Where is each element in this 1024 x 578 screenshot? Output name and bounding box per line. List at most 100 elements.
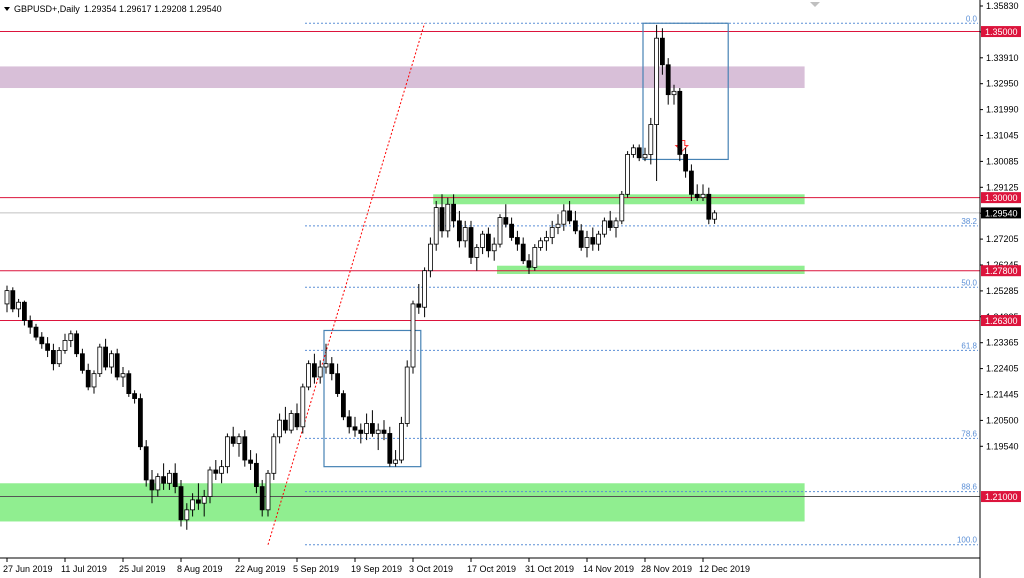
- candle[interactable]: [120, 367, 126, 387]
- candle[interactable]: [172, 463, 178, 494]
- candle[interactable]: [410, 300, 416, 374]
- candle[interactable]: [10, 287, 16, 313]
- candle[interactable]: [300, 383, 306, 434]
- candle[interactable]: [27, 315, 33, 334]
- candle[interactable]: [317, 360, 323, 384]
- candle[interactable]: [590, 227, 596, 251]
- candle[interactable]: [642, 147, 648, 162]
- candle[interactable]: [248, 450, 254, 470]
- candle[interactable]: [178, 479, 184, 527]
- candle[interactable]: [51, 343, 56, 371]
- candle[interactable]: [190, 493, 196, 517]
- candle[interactable]: [364, 413, 370, 441]
- candles-layer[interactable]: [4, 24, 717, 530]
- candle[interactable]: [62, 333, 68, 354]
- candle[interactable]: [671, 84, 677, 105]
- candle[interactable]: [683, 147, 688, 178]
- candle[interactable]: [166, 469, 172, 490]
- candle[interactable]: [596, 230, 601, 251]
- candle[interactable]: [114, 348, 120, 381]
- candle[interactable]: [369, 410, 375, 437]
- candle[interactable]: [497, 214, 503, 248]
- candle[interactable]: [509, 217, 515, 241]
- candle[interactable]: [253, 453, 259, 494]
- candle[interactable]: [555, 214, 561, 235]
- candle[interactable]: [404, 360, 410, 427]
- candle[interactable]: [161, 463, 167, 490]
- candle[interactable]: [602, 217, 607, 238]
- candle[interactable]: [68, 330, 74, 348]
- candle[interactable]: [561, 204, 567, 231]
- candle[interactable]: [532, 244, 538, 271]
- candle[interactable]: [346, 410, 352, 434]
- candle[interactable]: [520, 237, 526, 265]
- candle[interactable]: [398, 416, 404, 464]
- candle[interactable]: [381, 420, 387, 441]
- candle[interactable]: [387, 426, 393, 467]
- candle[interactable]: [236, 433, 242, 457]
- candle[interactable]: [85, 363, 91, 391]
- candle[interactable]: [567, 200, 572, 225]
- candle[interactable]: [352, 416, 358, 437]
- candle[interactable]: [625, 151, 630, 198]
- candle[interactable]: [143, 440, 149, 487]
- candle[interactable]: [306, 360, 312, 391]
- candle[interactable]: [329, 357, 335, 381]
- candle[interactable]: [323, 343, 329, 374]
- candle[interactable]: [207, 466, 213, 504]
- candle[interactable]: [584, 230, 590, 258]
- candle[interactable]: [439, 194, 445, 238]
- candle[interactable]: [393, 450, 399, 467]
- candle[interactable]: [613, 217, 619, 238]
- candle[interactable]: [491, 237, 497, 261]
- candle[interactable]: [712, 210, 717, 224]
- candle[interactable]: [103, 338, 108, 371]
- candle[interactable]: [677, 88, 683, 162]
- candle[interactable]: [474, 244, 480, 271]
- candle[interactable]: [665, 58, 671, 105]
- candle[interactable]: [358, 423, 364, 444]
- candle[interactable]: [288, 410, 294, 434]
- candle[interactable]: [706, 187, 712, 225]
- candle[interactable]: [689, 164, 694, 201]
- candle[interactable]: [230, 426, 236, 447]
- candle[interactable]: [45, 337, 50, 358]
- candle[interactable]: [265, 469, 271, 517]
- candle[interactable]: [416, 283, 422, 314]
- candle[interactable]: [33, 323, 39, 341]
- candle[interactable]: [619, 190, 625, 225]
- candle[interactable]: [282, 406, 288, 434]
- candle[interactable]: [654, 24, 659, 182]
- candle[interactable]: [694, 184, 700, 201]
- candle[interactable]: [335, 363, 341, 397]
- candle[interactable]: [485, 227, 491, 258]
- candle[interactable]: [109, 350, 114, 374]
- candle[interactable]: [456, 210, 462, 248]
- candle[interactable]: [56, 347, 62, 368]
- candle[interactable]: [445, 197, 451, 238]
- candle[interactable]: [433, 200, 439, 251]
- candle[interactable]: [451, 194, 457, 228]
- candle[interactable]: [700, 184, 706, 201]
- candle[interactable]: [126, 370, 132, 397]
- candle[interactable]: [4, 285, 10, 313]
- candle[interactable]: [149, 469, 155, 504]
- candle[interactable]: [74, 330, 79, 358]
- candle[interactable]: [16, 298, 22, 318]
- candle[interactable]: [137, 393, 143, 451]
- candle[interactable]: [515, 230, 520, 251]
- candle[interactable]: [271, 433, 277, 480]
- candle[interactable]: [294, 403, 300, 431]
- candle[interactable]: [259, 479, 265, 517]
- candle[interactable]: [573, 210, 578, 235]
- candle[interactable]: [538, 237, 543, 251]
- candle[interactable]: [91, 370, 97, 394]
- candle[interactable]: [660, 28, 665, 75]
- candle[interactable]: [242, 430, 248, 467]
- candle[interactable]: [503, 204, 509, 228]
- candle[interactable]: [195, 483, 201, 510]
- candle[interactable]: [427, 237, 433, 278]
- candle[interactable]: [219, 460, 225, 484]
- candle[interactable]: [636, 144, 642, 162]
